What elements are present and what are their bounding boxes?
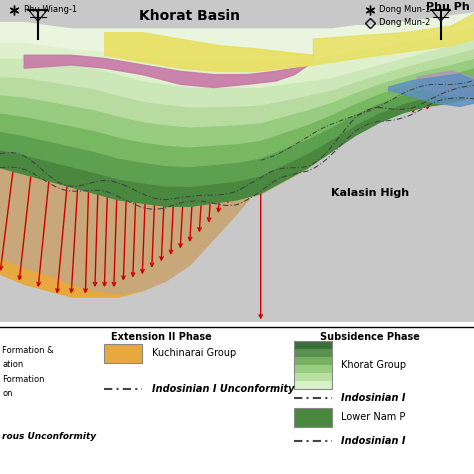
- Text: Kuchinarai Group: Kuchinarai Group: [152, 348, 236, 358]
- Bar: [294, 365, 332, 373]
- Text: Indosinian I: Indosinian I: [341, 436, 406, 446]
- Text: Lower Nam P: Lower Nam P: [341, 412, 406, 422]
- Bar: [294, 341, 332, 389]
- Bar: [294, 357, 332, 365]
- Text: Phu Ph: Phu Ph: [426, 1, 469, 11]
- Polygon shape: [389, 74, 474, 106]
- Bar: [294, 373, 332, 381]
- Text: Kalasin High: Kalasin High: [331, 188, 409, 199]
- Text: ation: ation: [2, 361, 24, 369]
- Bar: [294, 381, 332, 389]
- Text: Dong Mun-2: Dong Mun-2: [379, 18, 430, 27]
- Text: Dong Mun-1: Dong Mun-1: [379, 5, 430, 14]
- Bar: [294, 408, 332, 427]
- Bar: [294, 341, 332, 349]
- Text: on: on: [2, 389, 13, 398]
- Text: Formation: Formation: [2, 375, 45, 383]
- Text: Subsidence Phase: Subsidence Phase: [320, 331, 419, 342]
- Polygon shape: [417, 71, 474, 97]
- Text: Indosinian I Unconformity: Indosinian I Unconformity: [152, 383, 294, 394]
- Text: Indosinian I: Indosinian I: [341, 393, 406, 403]
- Text: Khorat Group: Khorat Group: [341, 360, 406, 370]
- Text: Formation &: Formation &: [2, 346, 54, 355]
- Text: rous Unconformity: rous Unconformity: [2, 432, 97, 440]
- Text: Extension II Phase: Extension II Phase: [111, 331, 211, 342]
- Bar: [294, 349, 332, 357]
- Text: Phu Wiang-1: Phu Wiang-1: [24, 5, 77, 14]
- Text: Khorat Basin: Khorat Basin: [139, 9, 240, 23]
- Bar: [104, 344, 142, 363]
